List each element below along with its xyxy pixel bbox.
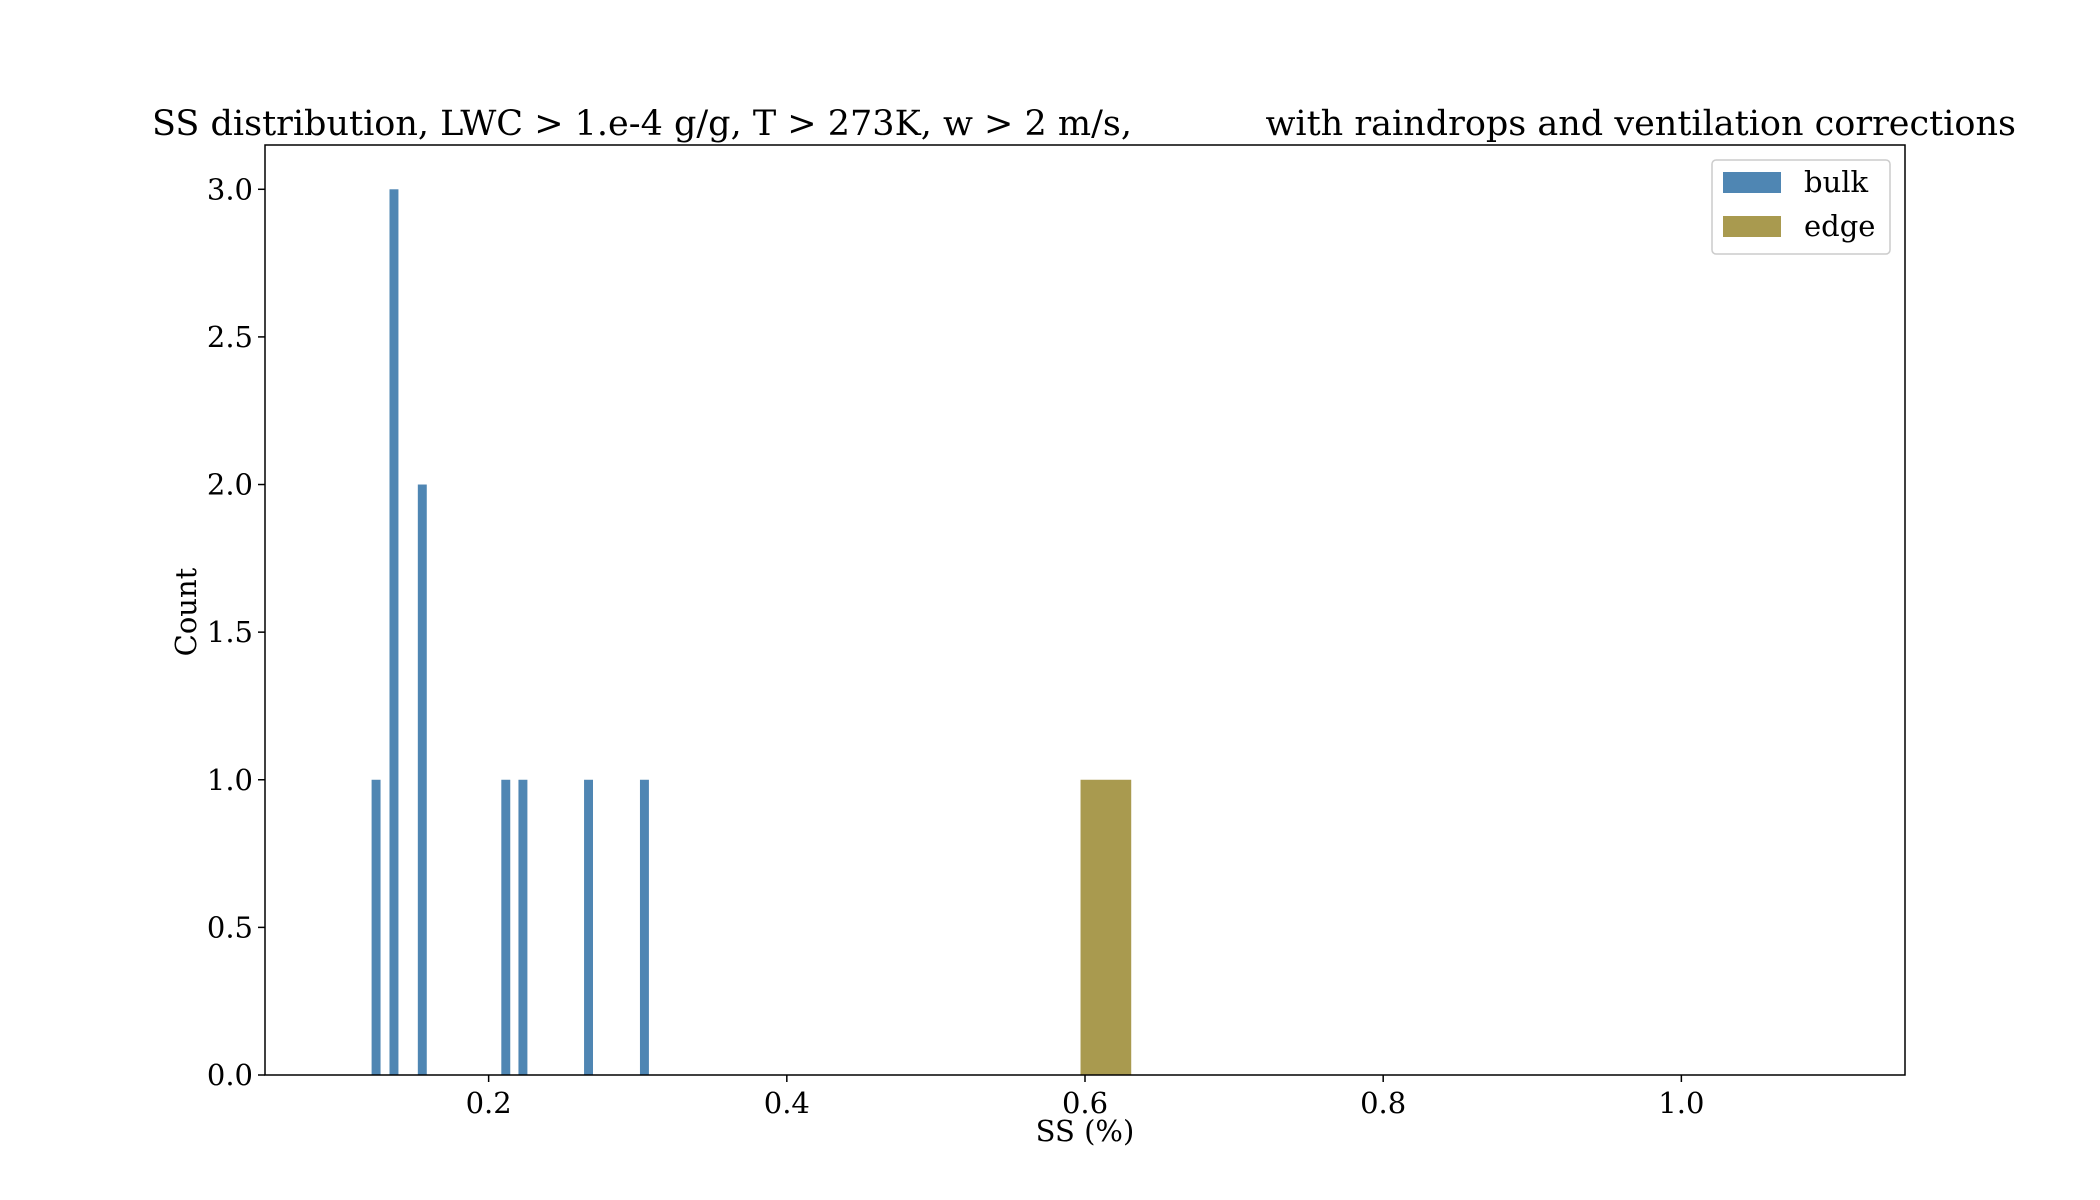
legend-label-edge: edge [1804,209,1875,243]
bar-bulk-1 [389,189,399,1076]
legend-swatch-bulk [1723,172,1781,193]
legend-label-bulk: bulk [1804,165,1869,199]
y-axis-label: Count [169,567,203,656]
x-tick-label: 1.0 [1658,1086,1704,1120]
bar-bulk-3 [501,779,511,1075]
y-tick-label: 2.0 [207,468,253,502]
y-tick-label: 3.0 [207,172,253,206]
y-tick-label: 1.0 [207,763,253,797]
chart-title: SS distribution, LWC > 1.e-4 g/g, T > 27… [152,104,2016,144]
bar-bulk-6 [639,779,649,1075]
x-axis-label: SS (%) [1036,1114,1135,1148]
legend: bulk edge [1711,159,1891,255]
x-tick-label: 0.2 [466,1086,512,1120]
legend-swatch-edge [1723,216,1781,237]
bar-bulk-5 [584,779,593,1075]
x-tick-label: 0.6 [1062,1086,1108,1120]
y-tick-label: 0.5 [207,910,253,944]
y-tick-label: 0.0 [207,1058,253,1092]
y-tick-label: 1.5 [207,615,253,649]
bar-edge-0 [1080,779,1132,1075]
y-axis: 0.0 0.5 1.0 1.5 2.0 2.5 3.0 [207,172,265,1092]
bar-bulk-0 [371,779,381,1075]
bar-bulk-2 [417,484,427,1075]
bars-layer [371,189,1132,1076]
y-tick-label: 2.5 [207,320,253,354]
x-tick-label: 0.4 [764,1086,810,1120]
bar-bulk-4 [518,779,528,1075]
x-tick-label: 0.8 [1360,1086,1406,1120]
x-axis: 0.2 0.4 0.6 0.8 1.0 [466,1075,1704,1120]
